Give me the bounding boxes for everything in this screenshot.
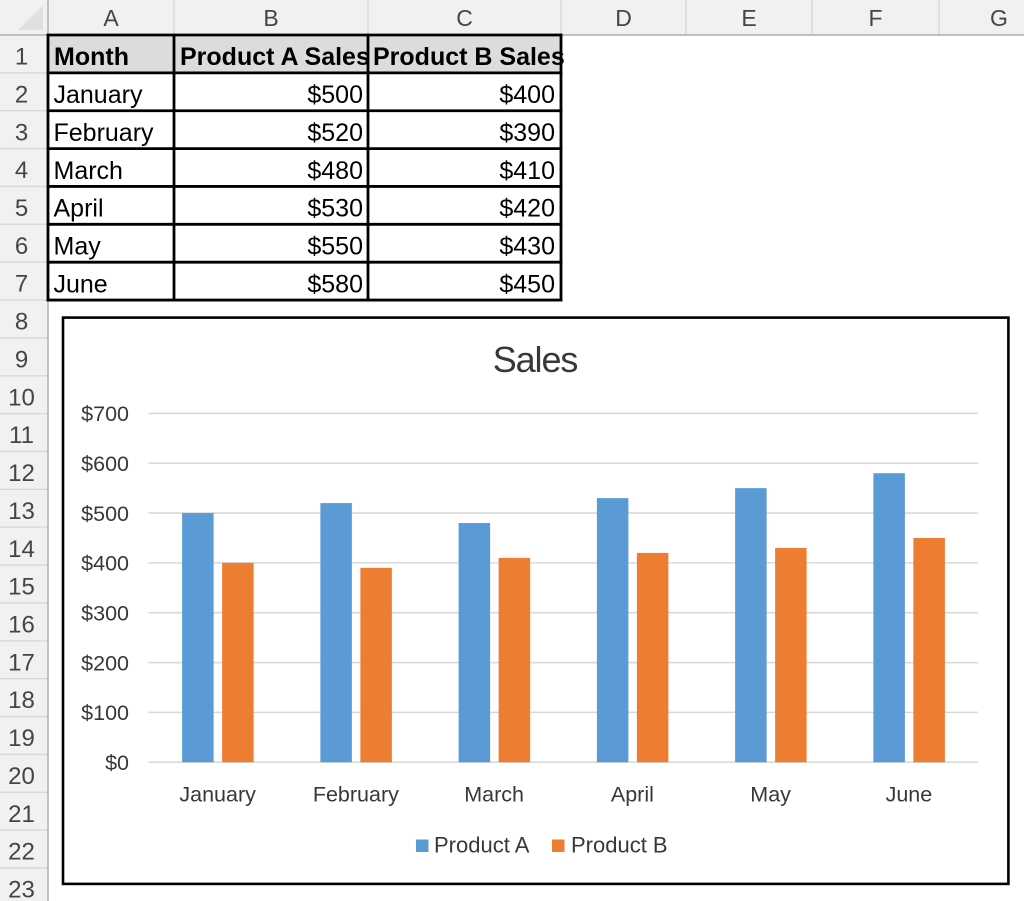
svg-text:Product A: Product A xyxy=(434,833,530,858)
svg-text:June: June xyxy=(54,270,108,298)
svg-text:16: 16 xyxy=(8,611,35,638)
svg-text:13: 13 xyxy=(8,498,35,525)
svg-text:January: January xyxy=(54,81,143,109)
svg-text:3: 3 xyxy=(15,119,28,146)
svg-text:20: 20 xyxy=(8,763,35,790)
svg-text:11: 11 xyxy=(9,422,34,449)
svg-text:F: F xyxy=(868,5,882,31)
svg-text:$0: $0 xyxy=(105,751,129,775)
svg-text:May: May xyxy=(54,233,102,261)
svg-text:E: E xyxy=(741,5,756,31)
svg-text:$400: $400 xyxy=(81,552,129,576)
svg-text:Product B: Product B xyxy=(571,833,668,858)
svg-text:$100: $100 xyxy=(81,701,129,725)
svg-text:$390: $390 xyxy=(499,119,555,147)
svg-text:$600: $600 xyxy=(81,452,129,476)
svg-text:$520: $520 xyxy=(307,119,363,147)
svg-text:8: 8 xyxy=(15,309,28,336)
svg-text:February: February xyxy=(313,783,399,807)
svg-text:23: 23 xyxy=(8,877,35,901)
svg-text:$410: $410 xyxy=(499,157,555,185)
svg-text:10: 10 xyxy=(8,384,35,411)
svg-text:April: April xyxy=(54,195,104,223)
svg-text:D: D xyxy=(615,5,632,31)
svg-text:17: 17 xyxy=(8,649,35,676)
svg-text:1: 1 xyxy=(15,44,28,71)
svg-text:$580: $580 xyxy=(307,270,363,298)
svg-text:B: B xyxy=(263,5,278,31)
svg-text:12: 12 xyxy=(8,460,35,487)
svg-text:15: 15 xyxy=(8,574,35,601)
svg-text:C: C xyxy=(456,5,473,31)
svg-text:22: 22 xyxy=(8,839,35,866)
svg-text:Sales: Sales xyxy=(493,339,578,380)
svg-text:18: 18 xyxy=(8,687,35,714)
svg-text:5: 5 xyxy=(15,195,28,222)
svg-text:$300: $300 xyxy=(81,602,129,626)
svg-text:$500: $500 xyxy=(307,81,363,109)
svg-text:March: March xyxy=(464,783,524,807)
svg-text:$400: $400 xyxy=(499,81,555,109)
svg-text:$200: $200 xyxy=(81,651,129,675)
svg-text:$450: $450 xyxy=(499,270,555,298)
svg-text:4: 4 xyxy=(15,157,28,184)
svg-text:March: March xyxy=(54,157,123,185)
svg-text:Product A Sales: Product A Sales xyxy=(180,43,370,71)
svg-text:Product B Sales: Product B Sales xyxy=(373,43,565,71)
svg-text:Month: Month xyxy=(54,43,129,71)
svg-text:$700: $700 xyxy=(81,402,129,426)
svg-text:$480: $480 xyxy=(307,157,363,185)
svg-text:June: June xyxy=(886,783,933,807)
svg-text:$550: $550 xyxy=(307,233,363,261)
svg-text:21: 21 xyxy=(8,801,35,828)
svg-text:$500: $500 xyxy=(81,502,129,526)
svg-text:6: 6 xyxy=(15,233,28,260)
svg-text:A: A xyxy=(103,5,119,31)
svg-text:2: 2 xyxy=(15,81,28,108)
svg-text:14: 14 xyxy=(8,536,35,563)
svg-text:$530: $530 xyxy=(307,195,363,223)
svg-text:May: May xyxy=(750,783,791,807)
svg-text:April: April xyxy=(611,783,654,807)
svg-text:G: G xyxy=(990,5,1008,31)
svg-text:$430: $430 xyxy=(499,233,555,261)
svg-text:January: January xyxy=(179,783,256,807)
svg-text:19: 19 xyxy=(8,725,35,752)
svg-text:7: 7 xyxy=(15,271,28,298)
svg-text:9: 9 xyxy=(15,346,28,373)
svg-text:February: February xyxy=(54,119,155,147)
svg-text:$420: $420 xyxy=(499,195,555,223)
